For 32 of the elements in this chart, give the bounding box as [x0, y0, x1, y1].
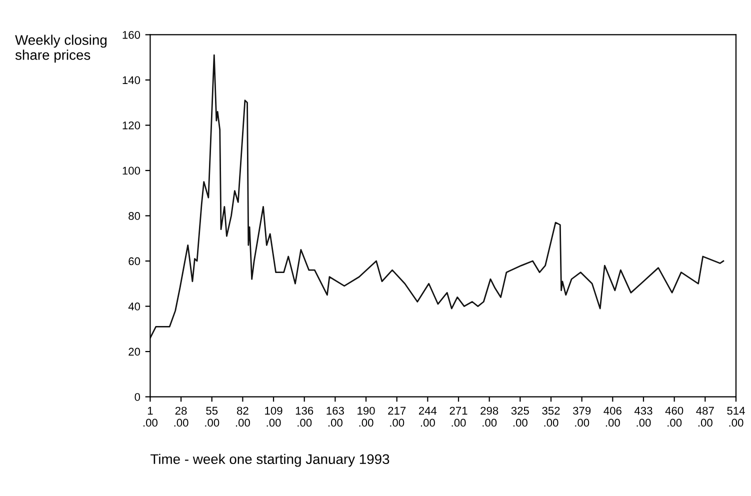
- x-tick-label: 406.00: [604, 406, 622, 427]
- x-tick-label: 244.00: [418, 406, 437, 427]
- y-tick-label: 120: [122, 122, 140, 130]
- y-tick-label: 20: [128, 348, 140, 356]
- x-tick-label: 82.00: [236, 406, 250, 427]
- x-tick-label: 28.00: [174, 406, 188, 427]
- y-tick-label: 80: [128, 212, 140, 220]
- x-tick-label: 325.00: [511, 406, 529, 427]
- x-tick-label: 271.00: [450, 406, 468, 427]
- y-tick-label: 0: [134, 393, 140, 401]
- y-axis-title: Weekly closing share prices: [15, 34, 107, 63]
- y-tick-label: 40: [128, 302, 140, 310]
- line-series: [150, 54, 724, 339]
- x-tick-label: 217.00: [388, 406, 406, 427]
- x-tick-label: 379.00: [572, 406, 591, 427]
- y-tick-label: 140: [122, 76, 140, 84]
- x-tick-label: 514.00: [727, 406, 745, 427]
- y-tick-label: 160: [122, 30, 140, 39]
- x-tick-label: 298.00: [480, 406, 498, 427]
- x-axis-title: Time - week one starting January 1993: [150, 454, 390, 467]
- x-tick-label: 487.00: [696, 406, 714, 427]
- y-tick-label: 60: [128, 257, 140, 266]
- x-tick-label: 190.00: [358, 406, 375, 427]
- x-tick-label: 460.00: [665, 406, 684, 427]
- x-tick-label: 55.00: [205, 406, 220, 427]
- x-tick-label: 136.00: [296, 406, 314, 427]
- y-tick-label: 100: [122, 166, 140, 175]
- x-tick-label: 1.00: [143, 406, 158, 427]
- x-tick-label: 163.00: [326, 406, 344, 427]
- x-tick-label: 109.00: [265, 406, 282, 427]
- x-tick-label: 352.00: [542, 406, 560, 427]
- x-tick-label: 433.00: [634, 406, 652, 427]
